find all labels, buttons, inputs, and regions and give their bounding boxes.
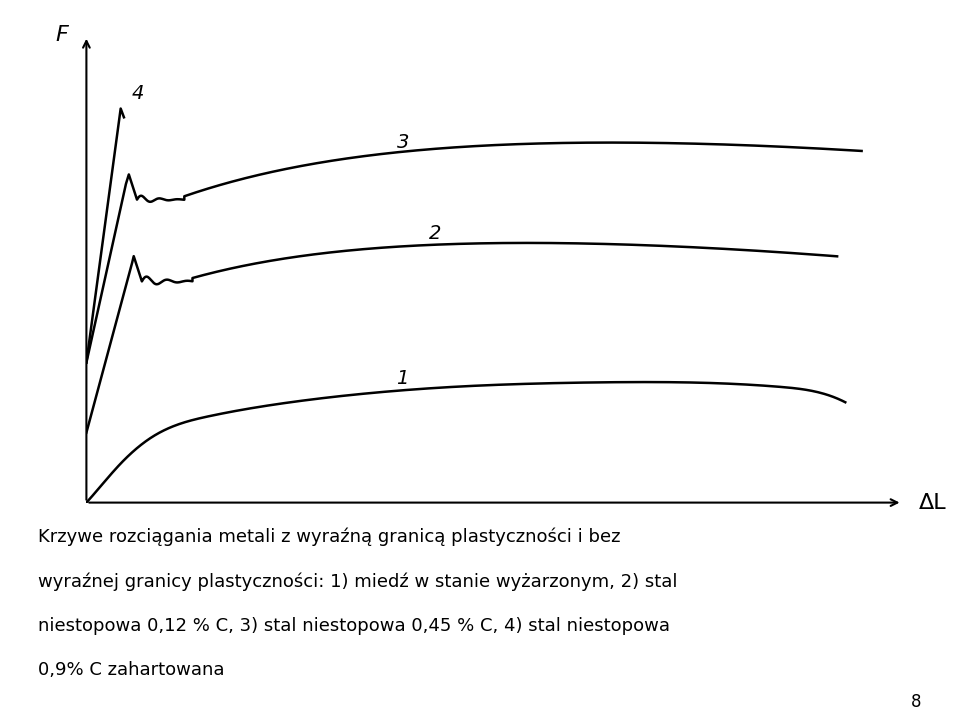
Text: wyraźnej granicy plastyczności: 1) miedź w stanie wyżarzonym, 2) stal: wyraźnej granicy plastyczności: 1) miedź… xyxy=(38,572,678,591)
Text: 8: 8 xyxy=(911,693,922,711)
Text: 4: 4 xyxy=(132,84,144,103)
Text: F: F xyxy=(56,25,68,45)
Text: ΔL: ΔL xyxy=(919,493,947,513)
Text: Krzywe rozciągania metali z wyraźną granicą plastyczności i bez: Krzywe rozciągania metali z wyraźną gran… xyxy=(38,528,621,546)
Text: 2: 2 xyxy=(429,224,442,243)
Text: 3: 3 xyxy=(396,133,409,152)
Text: 0,9% C zahartowana: 0,9% C zahartowana xyxy=(38,661,225,679)
Text: niestopowa 0,12 % C, 3) stal niestopowa 0,45 % C, 4) stal niestopowa: niestopowa 0,12 % C, 3) stal niestopowa … xyxy=(38,617,670,635)
Text: 1: 1 xyxy=(396,369,409,388)
